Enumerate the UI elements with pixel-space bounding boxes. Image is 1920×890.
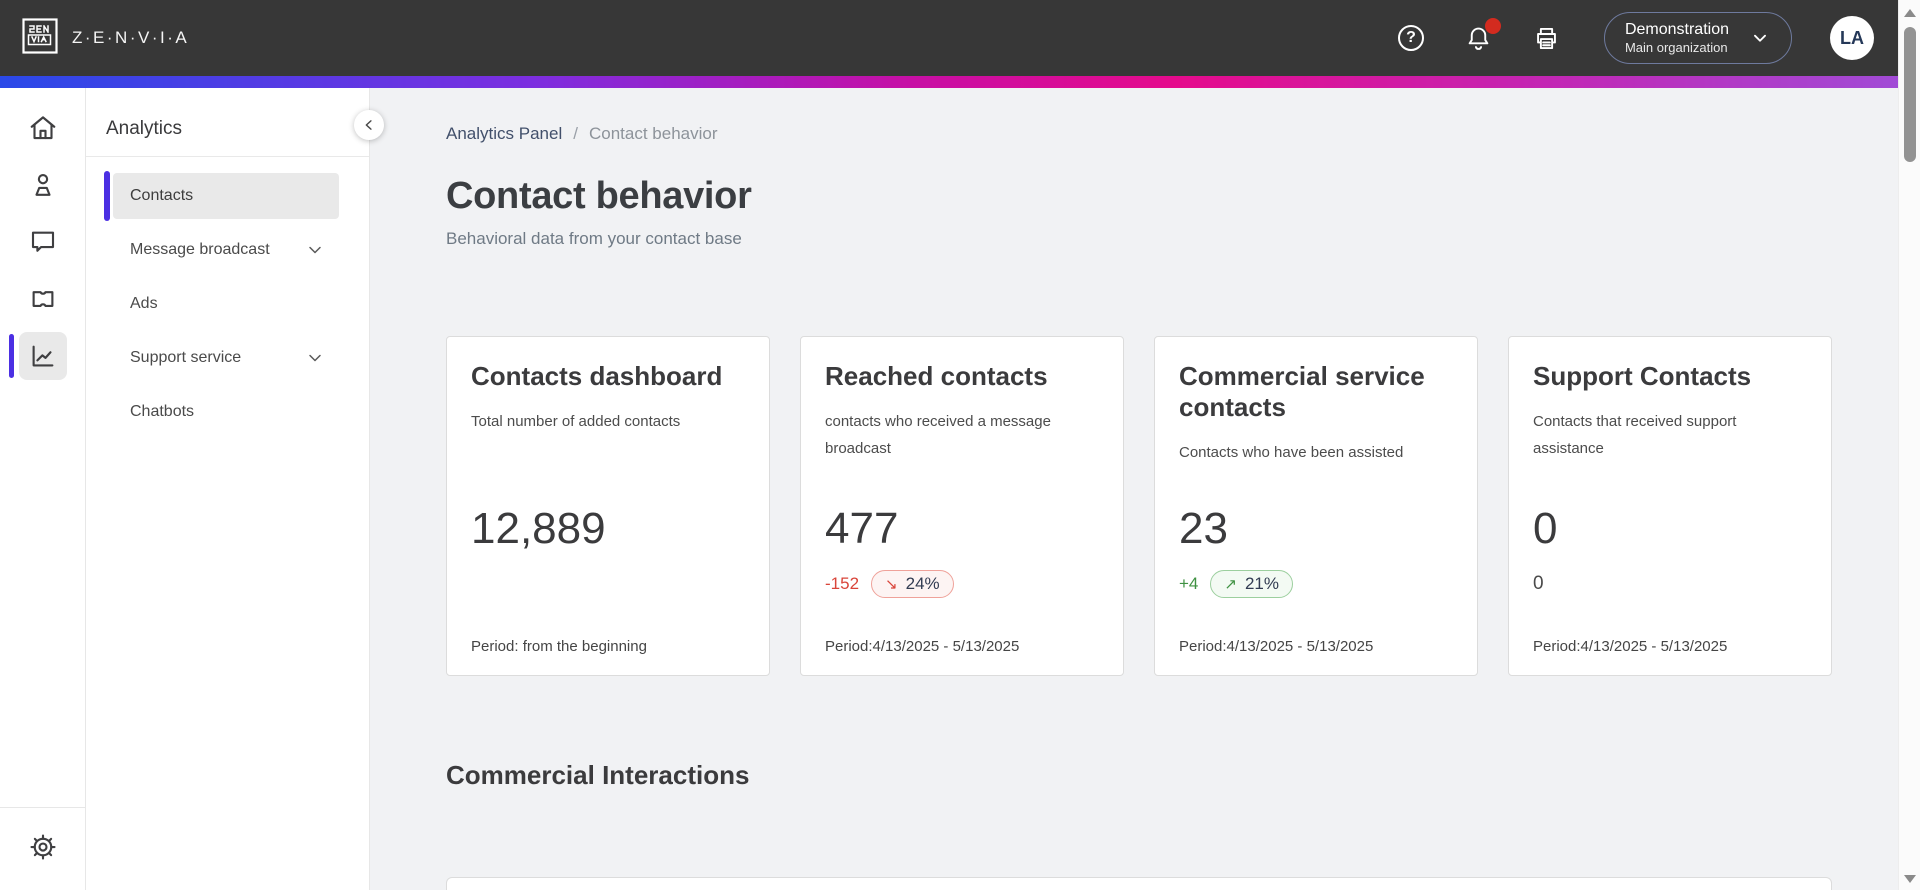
trend-badge-down: ↘ 24%: [871, 570, 954, 598]
help-button[interactable]: ?: [1396, 23, 1426, 53]
trend-badge-up: ↗ 21%: [1210, 570, 1293, 598]
breadcrumb-separator: /: [573, 124, 578, 143]
rail-item-campaigns[interactable]: [19, 275, 67, 323]
card-period: Period:4/13/2025 - 5/13/2025: [825, 638, 1020, 655]
breadcrumb-analytics-panel[interactable]: Analytics Panel: [446, 124, 563, 143]
card-support-contacts: Support Contacts Contacts that received …: [1508, 336, 1832, 676]
sidebar-nav: Contacts Message broadcast Ads Support s…: [86, 157, 369, 435]
scrollbar-down-arrow-icon[interactable]: [1904, 875, 1916, 883]
sidebar-item-message-broadcast[interactable]: Message broadcast: [113, 227, 339, 273]
rail-item-home[interactable]: [19, 104, 67, 152]
top-bar: Z·E·N·V·I·A ?: [0, 0, 1898, 76]
sidebar-collapse-button[interactable]: [354, 110, 384, 140]
scrollbar-up-arrow-icon[interactable]: [1904, 9, 1916, 17]
sidebar-item-ads[interactable]: Ads: [113, 281, 339, 327]
breadcrumb-current: Contact behavior: [588, 124, 718, 143]
scrollbar-thumb[interactable]: [1904, 27, 1916, 162]
delta-percent: 24%: [905, 574, 940, 593]
commercial-interactions-card: [446, 877, 1832, 890]
card-delta-row: 0: [1533, 569, 1544, 599]
card-period: Period:4/13/2025 - 5/13/2025: [1533, 638, 1728, 655]
top-bar-actions: ? Demonstration Ma: [1396, 12, 1874, 64]
brand-gradient-bar: [0, 76, 1898, 88]
delta-value: -152: [825, 574, 860, 593]
card-description: contacts who received a message broadcas…: [825, 413, 1051, 457]
card-description: Contacts who have been assisted: [1179, 444, 1404, 461]
sidebar-item-contacts[interactable]: Contacts: [104, 171, 339, 221]
card-title: Contacts dashboard: [471, 361, 723, 391]
page-scrollbar[interactable]: [1898, 0, 1920, 890]
delta-value: +4: [1179, 574, 1199, 593]
page-subtitle: Behavioral data from your contact base: [446, 229, 742, 248]
card-contacts-dashboard: Contacts dashboard Total number of added…: [446, 336, 770, 676]
card-description: Contacts that received support assistanc…: [1533, 413, 1737, 457]
card-period: Period:4/13/2025 - 5/13/2025: [1179, 638, 1374, 655]
sidebar-item-support-service[interactable]: Support service: [113, 335, 339, 381]
sidebar-divider: [86, 156, 369, 157]
sidebar-item-label: Contacts: [130, 187, 194, 204]
analytics-chart-icon: [32, 345, 53, 367]
card-title: Support Contacts: [1533, 361, 1752, 391]
contacts-person-icon: [34, 173, 51, 196]
rail-item-analytics[interactable]: [8, 332, 67, 380]
user-avatar[interactable]: LA: [1830, 16, 1874, 60]
delta-value: 0: [1533, 573, 1544, 594]
icon-rail: [0, 88, 86, 890]
zenvia-brand[interactable]: Z·E·N·V·I·A: [22, 17, 190, 59]
card-value: 23: [1179, 504, 1228, 553]
sidebar-item-label: Ads: [130, 295, 158, 312]
home-icon: [30, 116, 55, 140]
card-period: Period: from the beginning: [471, 638, 647, 655]
card-commercial-service-contacts: Commercial service contacts Contacts who…: [1154, 336, 1478, 676]
section-title-commercial-interactions: Commercial Interactions: [446, 760, 750, 790]
sidebar-title: Analytics: [106, 118, 183, 139]
sidebar-item-label: Support service: [130, 349, 242, 366]
analytics-sidebar: Analytics Contacts Message broadcast Ads…: [86, 88, 384, 890]
card-title: Commercial service contacts: [1179, 361, 1425, 422]
page-title: Contact behavior: [446, 175, 752, 217]
sidebar-item-label: Message broadcast: [130, 241, 270, 258]
gear-icon: [29, 834, 56, 860]
breadcrumb: Analytics Panel / Contact behavior: [446, 124, 1898, 144]
card-title: Reached contacts: [825, 361, 1048, 391]
card-description: Total number of added contacts: [471, 413, 681, 430]
notifications-button[interactable]: [1464, 18, 1501, 53]
card-reached-contacts: Reached contacts contacts who received a…: [800, 336, 1124, 676]
rail-item-contacts[interactable]: [19, 161, 67, 209]
sidebar-item-chatbots[interactable]: Chatbots: [113, 389, 339, 435]
sidebar-item-label: Chatbots: [130, 403, 195, 420]
active-item-indicator: [104, 171, 110, 221]
bell-icon: [1469, 27, 1489, 50]
settings-button[interactable]: [28, 832, 58, 862]
rail-settings-section: [0, 807, 85, 890]
main-content: Analytics Panel / Contact behavior Conta…: [370, 88, 1898, 890]
trend-up-icon: ↗: [1224, 576, 1237, 593]
chevron-down-icon: [309, 246, 321, 254]
ticket-icon: [32, 291, 53, 307]
organization-subtitle: Main organization: [1624, 40, 1728, 55]
metric-cards-row: Contacts dashboard Total number of added…: [446, 336, 1898, 676]
card-delta-row: +4 ↗ 21%: [1179, 569, 1293, 599]
delta-percent: 21%: [1244, 574, 1279, 593]
print-button[interactable]: [1532, 23, 1562, 53]
organization-switcher[interactable]: Demonstration Main organization: [1603, 12, 1792, 64]
rail-item-conversations[interactable]: [19, 218, 67, 266]
notification-badge: [1484, 18, 1501, 34]
card-delta-row: -152 ↘ 24%: [825, 569, 954, 599]
chevron-down-icon: [1754, 34, 1766, 42]
card-value: 12,889: [471, 504, 606, 553]
help-icon: ?: [1397, 25, 1424, 51]
card-value: 477: [825, 504, 899, 553]
organization-name: Demonstration: [1624, 21, 1729, 38]
chevron-down-icon: [309, 354, 321, 362]
card-value: 0: [1533, 504, 1558, 553]
chat-bubble-icon: [31, 231, 54, 252]
printer-icon: [1537, 27, 1557, 49]
chevron-left-icon: [365, 120, 372, 130]
zenvia-wordmark: Z·E·N·V·I·A: [72, 28, 190, 47]
zenvia-logo-icon: [22, 17, 58, 59]
trend-down-icon: ↘: [885, 576, 898, 593]
active-rail-indicator: [8, 334, 14, 378]
